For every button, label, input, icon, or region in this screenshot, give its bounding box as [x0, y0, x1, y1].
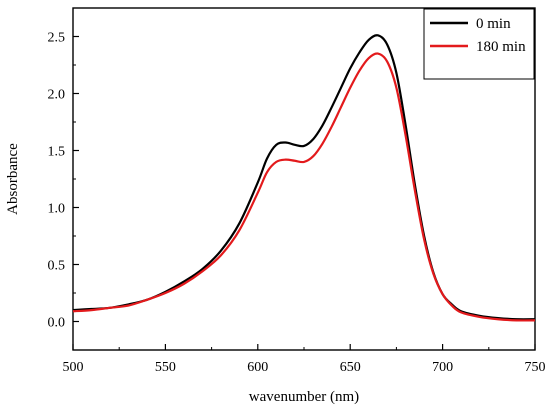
series-line-180-min: [72, 52, 536, 322]
y-tick-label: 2.5: [48, 31, 66, 46]
legend-label-180-min: 180 min: [476, 39, 526, 55]
series-lines: [72, 34, 536, 322]
x-tick-label: 500: [63, 360, 84, 375]
y-axis-ticks: 0.0 0.5 1.0 1.5 2.0 2.5: [48, 31, 79, 331]
x-tick-label: 550: [155, 360, 176, 375]
y-tick-label: 2.0: [48, 88, 66, 103]
y-tick-label: 1.0: [48, 202, 66, 217]
legend: 0 min 180 min: [423, 8, 535, 80]
y-tick-label: 0.5: [48, 259, 66, 274]
y-tick-label: 1.5: [48, 145, 66, 160]
y-tick-label: 0.0: [48, 316, 66, 331]
x-tick-label: 600: [247, 360, 268, 375]
y-axis-title: Absorbance: [5, 143, 21, 215]
x-tick-label: 700: [432, 360, 453, 375]
x-axis-title: wavenumber (nm): [249, 389, 359, 405]
x-tick-label: 650: [340, 360, 361, 375]
x-axis-ticks: 500 550 600 650 700 750: [63, 344, 546, 375]
legend-label-0-min: 0 min: [476, 16, 511, 32]
legend-box: [423, 8, 535, 80]
x-tick-label: 750: [525, 360, 546, 375]
